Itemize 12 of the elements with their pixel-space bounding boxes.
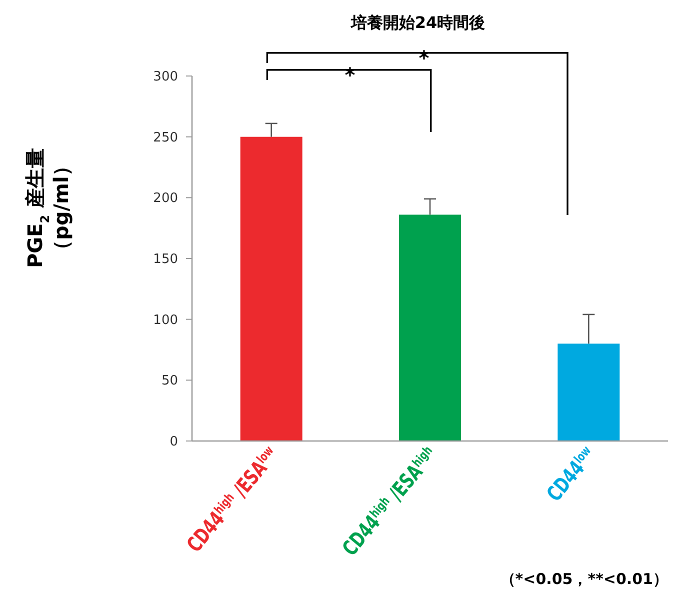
y-tick-label: 100 xyxy=(153,312,178,328)
bar xyxy=(558,344,620,441)
bar xyxy=(399,214,461,441)
y-tick-label: 200 xyxy=(153,191,178,206)
y-tick-label: 250 xyxy=(153,130,178,146)
y-tick-label: 0 xyxy=(170,434,178,450)
text: （*<0.05，**<0.01） xyxy=(500,570,668,588)
y-tick-label: 50 xyxy=(161,374,178,389)
chart-title: 培養開始24時間後 xyxy=(350,13,486,32)
y-tick-label: 300 xyxy=(153,70,178,84)
bar xyxy=(240,136,302,441)
y-tick-label: 150 xyxy=(153,252,178,267)
